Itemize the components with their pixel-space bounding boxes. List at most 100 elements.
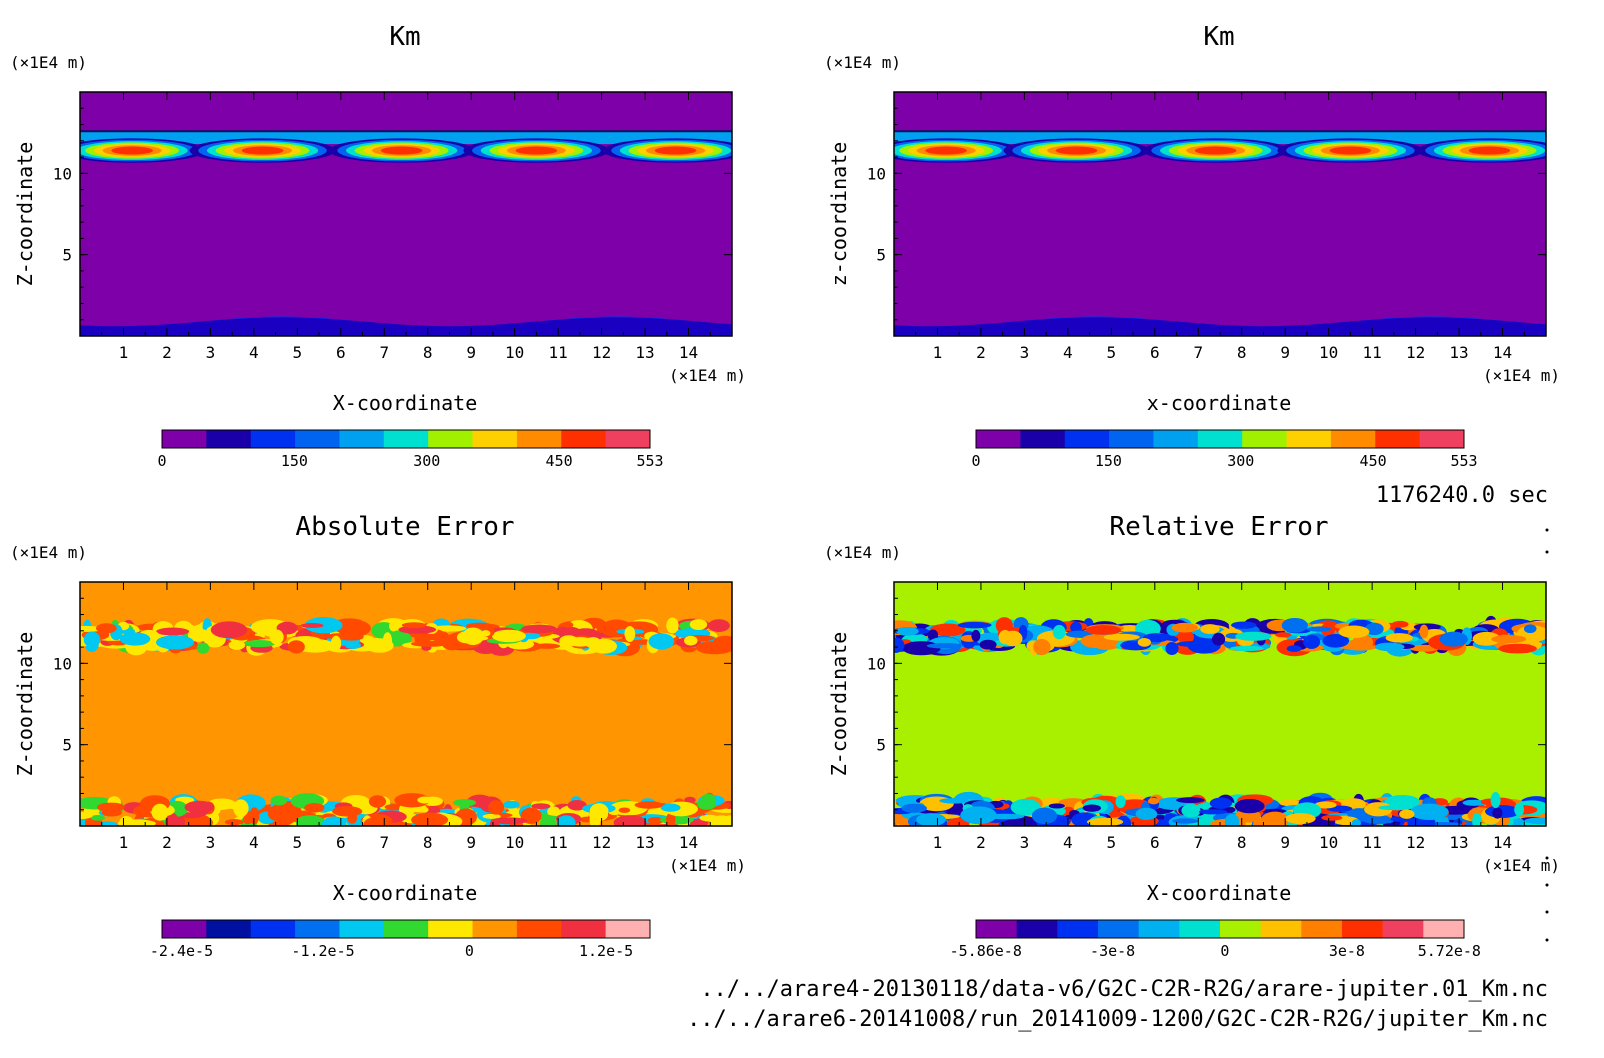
eddy-1 [80, 138, 206, 163]
error-blob [1286, 645, 1302, 652]
error-blob [117, 819, 156, 826]
colorbar-swatch [1179, 920, 1221, 938]
colorbar-swatch [976, 430, 1021, 448]
heatmap-area [894, 92, 1546, 336]
colorbar-swatch [428, 430, 474, 448]
x-tick-label: 10 [505, 833, 524, 852]
x-tick-label: 4 [249, 343, 259, 362]
eddy-contour [380, 146, 423, 155]
margin-dot [1545, 550, 1549, 554]
x-tick-label: 2 [976, 833, 986, 852]
x-tick-label: 5 [293, 833, 303, 852]
error-blob [929, 623, 966, 637]
x-axis-label: x-coordinate [1147, 391, 1292, 415]
error-blob [270, 795, 288, 806]
source-file-1: ../../arare4-20130118/data-v6/G2C-C2R-R2… [700, 977, 1548, 1002]
colorbar-tick-label: 300 [1227, 452, 1254, 470]
y-unit-label: (×1E4 m) [10, 543, 87, 562]
error-blob [453, 799, 477, 807]
error-blob [1321, 814, 1343, 821]
colorbar-swatch [339, 920, 385, 938]
error-blob [302, 640, 335, 653]
eddy-4 [463, 138, 610, 163]
error-blob [1137, 637, 1152, 647]
error-blob [196, 642, 210, 654]
x-tick-label: 3 [206, 343, 216, 362]
x-tick-label: 6 [1150, 833, 1160, 852]
y-axis-label: z-coordinate [827, 142, 851, 287]
error-blob [411, 812, 449, 826]
error-blob [531, 803, 551, 810]
error-blob [1524, 817, 1546, 825]
colorbar-swatch [1419, 430, 1465, 448]
error-blob [304, 803, 325, 813]
error-blob [332, 806, 363, 817]
heatmap-area [894, 582, 1546, 826]
x-tick-label: 8 [423, 343, 433, 362]
x-unit-label: (×1E4 m) [1483, 856, 1560, 875]
eddy-2 [189, 138, 336, 163]
y-tick-label: 10 [867, 654, 886, 673]
error-blob [1085, 625, 1122, 635]
eddy-3 [328, 138, 475, 163]
error-blob [1235, 631, 1272, 641]
x-unit-label: (×1E4 m) [669, 366, 746, 385]
colorbar-frame [161, 429, 651, 449]
colorbar-tick-label: 300 [413, 452, 440, 470]
error-blob [939, 798, 969, 804]
colorbar-swatch [605, 430, 651, 448]
error-blob [960, 806, 997, 825]
x-tick-label: 7 [1193, 343, 1203, 362]
colorbar-swatch [605, 920, 651, 938]
x-tick-label: 12 [592, 343, 611, 362]
error-blob [1234, 799, 1265, 814]
error-blob [297, 815, 323, 825]
error-blob [1003, 630, 1023, 647]
x-tick-label: 4 [1063, 343, 1073, 362]
x-tick-label: 5 [1107, 833, 1117, 852]
colorbar-swatch [162, 430, 207, 448]
error-blob [1171, 622, 1198, 633]
error-blob [708, 619, 730, 633]
x-tick-label: 13 [635, 343, 654, 362]
error-blob [165, 812, 178, 826]
colorbar-swatch [295, 430, 340, 448]
colorbar-tick-label: 553 [1450, 452, 1477, 470]
eddy-1 [894, 138, 1020, 163]
error-blob [1498, 643, 1537, 654]
x-tick-label: 1 [933, 343, 943, 362]
colorbar-swatch [1330, 430, 1376, 448]
x-tick-label: 7 [379, 833, 389, 852]
x-tick-label: 11 [1363, 343, 1382, 362]
error-blob [533, 643, 561, 649]
panel-title: Relative Error [1109, 512, 1328, 542]
margin-dot [1545, 938, 1549, 942]
eddy-contour [1329, 146, 1372, 155]
colorbar-swatch [1220, 920, 1262, 938]
bottom-layer-inner [80, 317, 732, 336]
x-tick-label: 8 [1237, 833, 1247, 852]
error-blob [1231, 621, 1257, 629]
error-blob [300, 622, 324, 628]
error-blob [271, 813, 295, 822]
x-tick-label: 1 [119, 343, 129, 362]
error-blob [96, 623, 117, 634]
x-tick-label: 8 [423, 833, 433, 852]
error-blob [1391, 620, 1409, 628]
error-blob [1306, 626, 1332, 632]
error-blob [156, 627, 190, 636]
x-tick-label: 7 [379, 343, 389, 362]
colorbar-swatch [472, 430, 518, 448]
error-blob [1492, 807, 1503, 819]
error-blob [481, 630, 491, 637]
eddy-contour [1194, 146, 1237, 155]
heatmap-background [80, 92, 732, 336]
error-blob [1052, 624, 1066, 640]
colorbar-swatch [295, 920, 340, 938]
error-blob [1031, 807, 1058, 825]
error-blob [151, 803, 169, 821]
colorbar-tick-label: 450 [1360, 452, 1387, 470]
error-blob [210, 621, 248, 639]
error-blob [1281, 617, 1308, 633]
colorbar-swatch [976, 920, 1018, 938]
